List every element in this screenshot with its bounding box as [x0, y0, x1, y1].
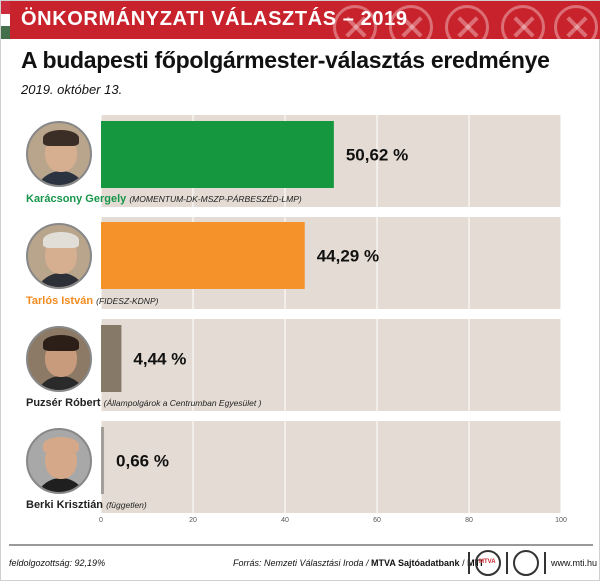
top-banner: ÖNKORMÁNYZATI VÁLASZTÁS – 2019 — [1, 1, 600, 39]
ballot-x-icon — [333, 5, 377, 39]
candidate-party: (független) — [106, 500, 147, 510]
x-tick-label: 80 — [465, 517, 473, 524]
bar-value-label: 50,62 % — [346, 146, 408, 165]
mtva-logo-icon: MTVA — [475, 550, 501, 576]
mti-logo-icon — [513, 550, 539, 576]
processed-note: feldolgozottság: 92,19% — [9, 558, 106, 568]
bar — [101, 222, 305, 289]
candidate-name: Berki Krisztián — [26, 499, 104, 511]
x-tick-label: 100 — [555, 517, 567, 524]
chart-subtitle: 2019. október 13. — [21, 82, 123, 97]
bar — [101, 121, 334, 188]
candidate-label: Karácsony Gergely (MOMENTUM-DK-MSZP-PÁRB… — [26, 193, 302, 205]
bar-value-label: 4,44 % — [133, 350, 186, 369]
source-separator: / — [459, 558, 468, 568]
tarlos-photo — [26, 223, 92, 289]
candidate-name: Tarlós István — [26, 295, 94, 307]
bar — [101, 427, 105, 494]
source-line: Forrás: Nemzeti Választási Iroda / MTVA … — [233, 558, 483, 568]
candidate-label: Tarlós István (FIDESZ-KDNP) — [26, 295, 158, 307]
website-link[interactable]: www.mti.hu — [551, 558, 598, 568]
bar-value-label: 0,66 % — [116, 452, 169, 471]
x-tick-label: 40 — [281, 517, 289, 524]
ballot-x-icon — [501, 5, 545, 39]
candidate-party: (MOMENTUM-DK-MSZP-PÁRBESZÉD-LMP) — [129, 194, 302, 204]
hungarian-flag-icon — [1, 1, 10, 39]
footer-divider — [468, 552, 470, 574]
bar-value-label: 44,29 % — [317, 247, 379, 266]
x-tick-label: 0 — [99, 517, 103, 524]
chart-title: A budapesti főpolgármester-választás ere… — [21, 47, 550, 73]
puzser-photo — [26, 326, 92, 392]
source-mtva: MTVA Sajtóadatbank — [371, 558, 460, 568]
bar — [101, 325, 122, 392]
ballot-x-icon — [554, 5, 598, 39]
candidate-party: (Állampolgárok a Centrumban Egyesület ) — [103, 398, 262, 408]
footer-divider — [506, 552, 508, 574]
candidate-label: Puzsér Róbert (Állampolgárok a Centrumba… — [26, 397, 261, 409]
candidate-name: Puzsér Róbert — [26, 397, 101, 409]
berki-photo — [26, 428, 92, 494]
source-mti: MTI — [467, 558, 483, 568]
bar-background-row — [101, 319, 561, 411]
footer-divider — [544, 552, 546, 574]
source-prefix: Forrás: Nemzeti Választási Iroda / — [233, 558, 372, 568]
ballot-x-icon — [389, 5, 433, 39]
candidate-label: Berki Krisztián (független) — [26, 499, 147, 511]
mtva-logo-text: MTVA — [479, 559, 496, 565]
karacsony-photo — [26, 121, 92, 187]
bar-background-row — [101, 421, 561, 513]
banner-title: ÖNKORMÁNYZATI VÁLASZTÁS – 2019 — [21, 8, 408, 30]
x-tick-label: 20 — [189, 517, 197, 524]
x-tick-label: 60 — [373, 517, 381, 524]
candidate-name: Karácsony Gergely — [26, 193, 127, 205]
candidate-party: (FIDESZ-KDNP) — [96, 296, 159, 306]
ballot-x-icon — [445, 5, 489, 39]
